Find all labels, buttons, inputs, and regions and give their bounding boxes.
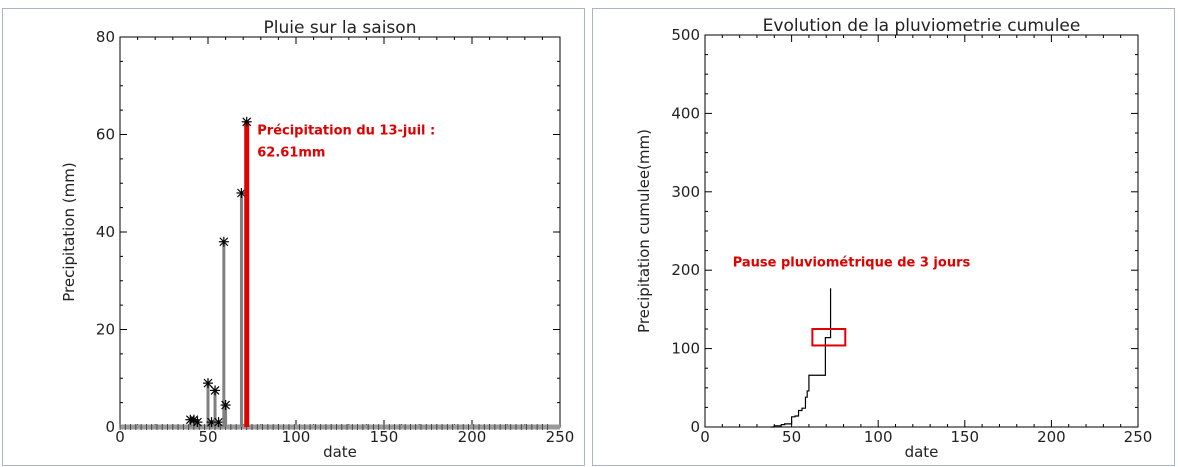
annotation: 62.61mm [257, 145, 325, 160]
y-tick-label: 0 [105, 418, 115, 436]
x-tick-label: 0 [115, 428, 125, 446]
y-tick-label: 400 [671, 104, 700, 122]
bar-marker [210, 385, 221, 396]
y-tick-label: 300 [671, 183, 700, 201]
x-tick-label: 100 [864, 428, 893, 446]
y-tick-label: 80 [96, 28, 115, 46]
rain-season-panel: 0 50 100 150 200 250 0 20 40 60 80 date Precipitatio… [2, 8, 585, 466]
annotation: Précipitation du 13-juil : [257, 124, 435, 139]
y-tick-label: 20 [96, 321, 115, 339]
y-tick-label: 200 [671, 261, 700, 279]
x-tick-label: 250 [546, 428, 575, 446]
x-tick-label: 200 [1037, 428, 1066, 446]
x-tick-label: 200 [458, 428, 487, 446]
x-tick-label: 0 [700, 428, 710, 446]
bar-marker [213, 417, 224, 428]
pause-highlight-box [811, 328, 847, 347]
plot-frame [704, 34, 1139, 428]
y-tick-label: 0 [690, 418, 700, 436]
cumulative-line [770, 288, 832, 428]
plot-frame [119, 36, 561, 428]
y-tick-label: 60 [96, 126, 115, 144]
x-tick-label: 150 [370, 428, 399, 446]
x-tick-label: 50 [198, 428, 217, 446]
bar-marker [188, 414, 199, 425]
bar-marker [220, 400, 231, 411]
cumulative-rain-panel: 0 50 100 150 200 250 0 100 200 300 400 500 date Preci… [592, 8, 1175, 466]
x-tick-label: 50 [782, 428, 801, 446]
x-tick-label: 250 [1124, 428, 1153, 446]
x-tick-label: 100 [282, 428, 311, 446]
bar-marker [241, 116, 252, 127]
x-axis-label: date [905, 443, 939, 461]
bar-marker [192, 417, 203, 428]
rain-season-chart: 0 50 100 150 200 250 0 20 40 60 80 date Precipitatio… [60, 18, 575, 461]
chart-title: Pluie sur la saison [264, 18, 417, 38]
chart-title: Evolution de la pluviometrie cumulee [763, 16, 1081, 36]
y-axis-label: Precipitation cumulee(mm) [635, 129, 653, 333]
bar-marker [218, 236, 229, 247]
annotation: Pause pluviométrique de 3 jours [733, 255, 971, 270]
x-tick-label: 150 [950, 428, 979, 446]
y-tick-label: 500 [671, 26, 700, 44]
x-axis-label: date [323, 443, 357, 461]
bar-marker [203, 378, 213, 389]
y-tick-label: 100 [671, 340, 700, 358]
y-axis-label: Precipitation (mm) [60, 162, 78, 301]
y-tick-label: 40 [96, 223, 115, 241]
cumulative-rain-chart: 0 50 100 150 200 250 0 100 200 300 400 500 date Preci… [635, 16, 1153, 461]
zero-baseline-band [120, 424, 560, 430]
